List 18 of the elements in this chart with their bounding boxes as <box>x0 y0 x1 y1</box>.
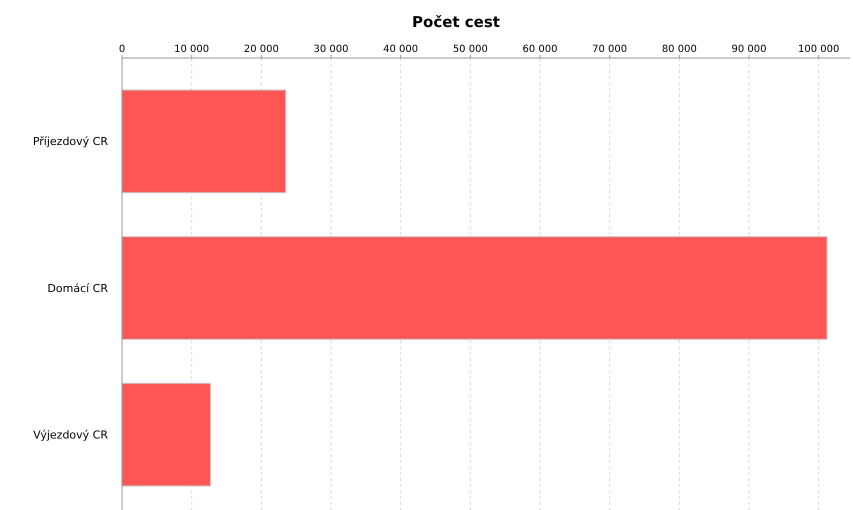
chart-title: Počet cest <box>412 13 500 31</box>
x-tick-label: 100 000 <box>798 44 840 55</box>
x-tick-label: 30 000 <box>313 44 348 55</box>
x-tick-label: 90 000 <box>731 44 766 55</box>
x-tick-label: 10 000 <box>174 44 210 55</box>
bar <box>122 382 211 486</box>
x-tick-label: 0 <box>118 44 126 55</box>
y-tick-label: Výjezdový CR <box>33 428 108 442</box>
y-tick-label: Domácí CR <box>47 282 108 295</box>
bar <box>122 90 286 194</box>
x-tick-label: 20 000 <box>244 44 279 55</box>
y-tick-label: Příjezdový CR <box>32 135 108 148</box>
x-tick-label: 40 000 <box>383 44 418 55</box>
x-tick-label: 80 000 <box>662 44 697 55</box>
bar <box>122 236 828 340</box>
x-tick-label: 70 000 <box>592 44 628 55</box>
x-tick-label: 60 000 <box>522 44 558 55</box>
x-tick-label: 50 000 <box>452 44 488 55</box>
